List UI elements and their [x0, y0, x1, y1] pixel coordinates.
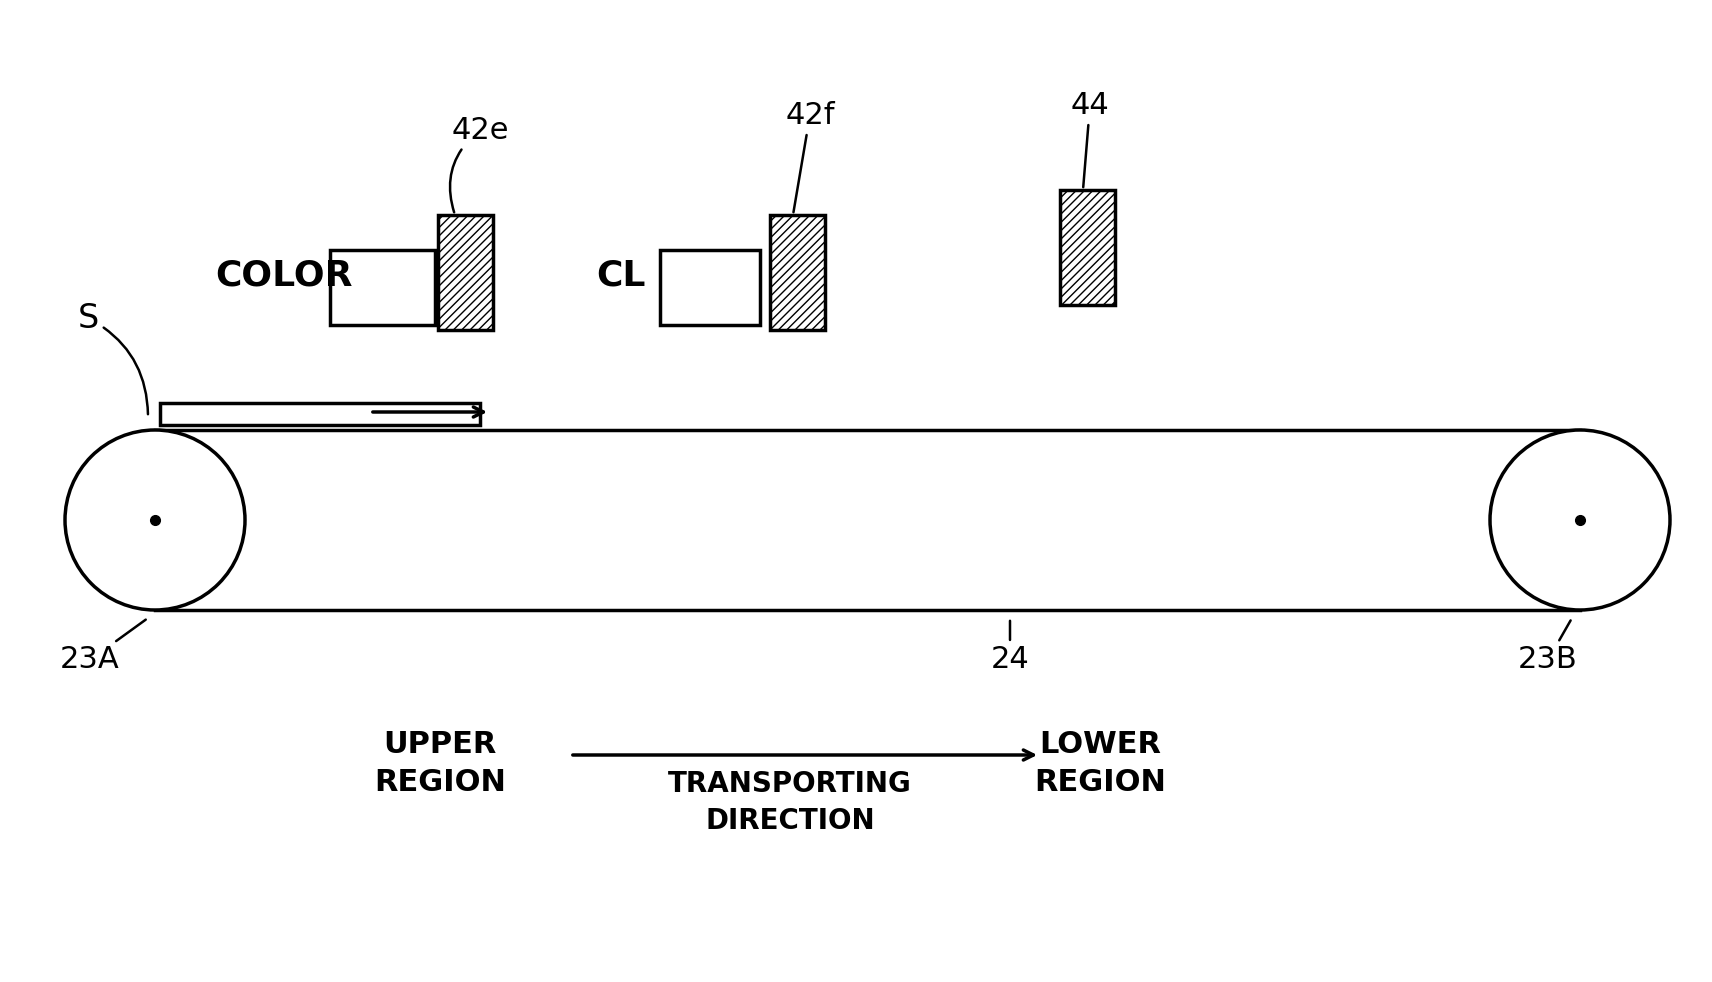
- Text: UPPER
REGION: UPPER REGION: [373, 730, 507, 797]
- Circle shape: [65, 430, 245, 610]
- Bar: [661, 250, 760, 325]
- Text: 23A: 23A: [60, 620, 146, 675]
- Text: COLOR: COLOR: [216, 258, 353, 292]
- Text: TRANSPORTING
DIRECTION: TRANSPORTING DIRECTION: [668, 770, 912, 835]
- Bar: [1060, 190, 1115, 305]
- Text: LOWER
REGION: LOWER REGION: [1034, 730, 1166, 797]
- Circle shape: [1489, 430, 1669, 610]
- Bar: [330, 250, 435, 325]
- Bar: [438, 215, 493, 330]
- Text: 42e: 42e: [450, 116, 508, 212]
- Bar: [770, 215, 825, 330]
- Text: 24: 24: [991, 621, 1029, 675]
- Text: 23B: 23B: [1519, 621, 1578, 675]
- Text: S: S: [77, 301, 147, 414]
- Bar: [159, 403, 479, 425]
- Text: 44: 44: [1070, 90, 1109, 188]
- Text: CL: CL: [596, 258, 645, 292]
- Text: 42f: 42f: [786, 100, 835, 212]
